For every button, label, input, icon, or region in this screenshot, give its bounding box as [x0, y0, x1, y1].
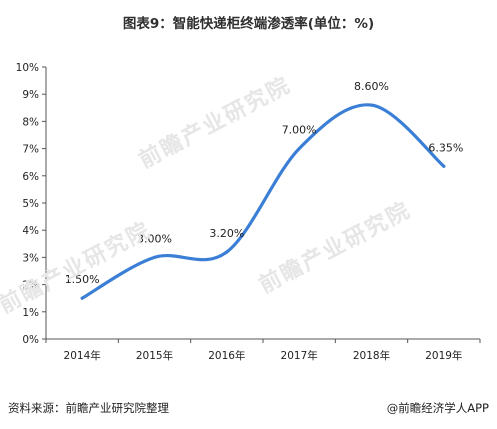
x-tick-label: 2014年	[64, 349, 101, 362]
brand-credit: @前瞻经济学人APP	[386, 401, 489, 415]
x-tick-label: 2015年	[136, 349, 173, 362]
y-tick-label: 4%	[22, 225, 39, 237]
data-label: 6.35%	[428, 141, 463, 154]
data-point	[153, 255, 156, 259]
y-tick-label: 9%	[22, 89, 39, 101]
x-tick-label: 2019年	[425, 349, 462, 362]
data-point	[225, 250, 229, 254]
y-tick-label: 0%	[22, 334, 39, 346]
chart-title: 图表9：智能快递柜终端渗透率(单位：%)	[122, 16, 375, 32]
y-tick-label: 7%	[22, 144, 39, 156]
footer: 资料来源：前瞻产业研究院整理 @前瞻经济学人APP	[0, 398, 497, 420]
y-tick-label: 10%	[16, 62, 39, 74]
x-tick-label: 2016年	[208, 349, 245, 362]
y-tick-label: 3%	[22, 252, 39, 264]
x-tick-label: 2018年	[353, 349, 390, 362]
data-label: 1.50%	[65, 273, 100, 286]
data-point	[80, 296, 84, 300]
data-point	[442, 164, 446, 168]
y-tick-label: 1%	[22, 307, 39, 319]
data-point	[297, 147, 301, 151]
data-label: 3.00%	[137, 232, 172, 245]
data-label: 8.60%	[354, 80, 389, 93]
data-label: 3.20%	[209, 227, 244, 240]
data-label: 7.00%	[282, 124, 317, 137]
data-point	[370, 103, 373, 107]
y-tick-label: 6%	[22, 171, 39, 183]
series-line	[80, 103, 446, 300]
y-tick-label: 2%	[22, 280, 39, 292]
y-tick-label: 5%	[22, 198, 39, 210]
x-tick-label: 2017年	[281, 349, 318, 362]
y-tick-label: 8%	[22, 116, 39, 128]
source-note: 资料来源：前瞻产业研究院整理	[8, 401, 169, 415]
